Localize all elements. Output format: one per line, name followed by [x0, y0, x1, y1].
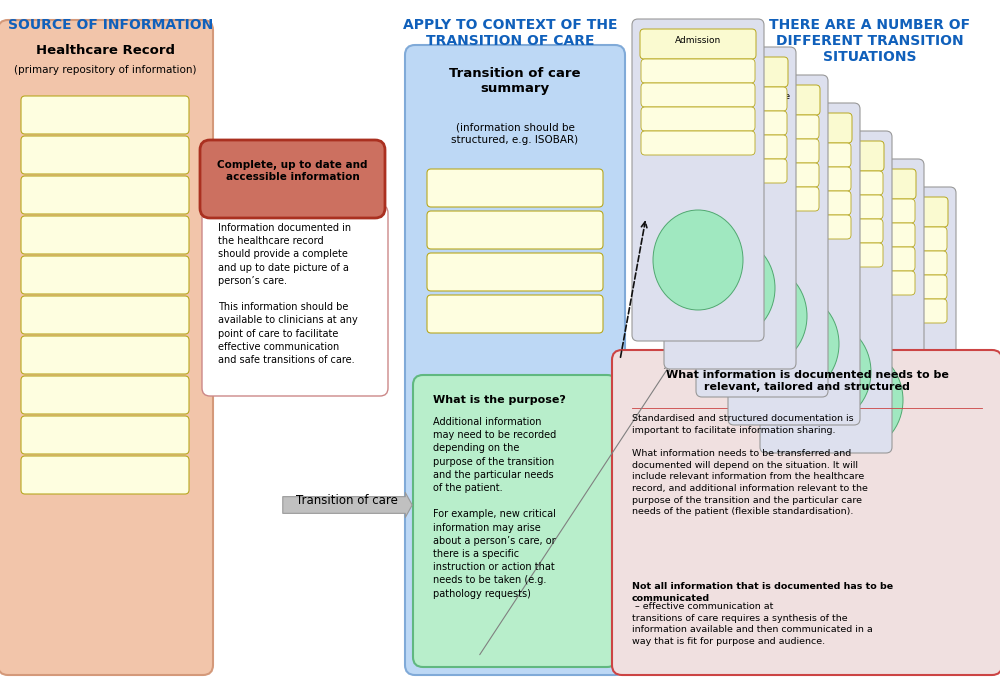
FancyBboxPatch shape: [641, 131, 755, 155]
FancyBboxPatch shape: [769, 219, 883, 243]
FancyBboxPatch shape: [737, 215, 851, 239]
Text: THERE ARE A NUMBER OF
DIFFERENT TRANSITION
SITUATIONS: THERE ARE A NUMBER OF DIFFERENT TRANSITI…: [769, 18, 971, 65]
FancyBboxPatch shape: [641, 107, 755, 131]
FancyBboxPatch shape: [832, 197, 948, 227]
Text: APPLY TO CONTEXT OF THE
TRANSITION OF CARE: APPLY TO CONTEXT OF THE TRANSITION OF CA…: [403, 18, 617, 48]
FancyBboxPatch shape: [21, 96, 189, 134]
FancyBboxPatch shape: [792, 159, 924, 481]
Text: – effective communication at
transitions of care requires a synthesis of the
inf: – effective communication at transitions…: [632, 602, 873, 646]
FancyBboxPatch shape: [704, 85, 820, 115]
FancyBboxPatch shape: [833, 251, 947, 275]
FancyBboxPatch shape: [824, 187, 956, 509]
Text: Not all information that is documented has to be
communicated: Not all information that is documented h…: [632, 582, 893, 602]
FancyBboxPatch shape: [21, 456, 189, 494]
Ellipse shape: [813, 350, 903, 450]
FancyBboxPatch shape: [202, 205, 388, 396]
Text: Complete, up to date and
accessible information: Complete, up to date and accessible info…: [217, 160, 368, 182]
Ellipse shape: [749, 294, 839, 394]
FancyBboxPatch shape: [705, 163, 819, 187]
FancyBboxPatch shape: [833, 275, 947, 299]
FancyBboxPatch shape: [673, 135, 787, 159]
FancyBboxPatch shape: [801, 271, 915, 295]
FancyBboxPatch shape: [833, 227, 947, 251]
Text: Requests: Requests: [773, 120, 815, 129]
Ellipse shape: [653, 210, 743, 310]
Text: Additional information
may need to be recorded
depending on the
purpose of the t: Additional information may need to be re…: [433, 417, 556, 598]
FancyBboxPatch shape: [21, 216, 189, 254]
FancyBboxPatch shape: [612, 350, 1000, 675]
FancyBboxPatch shape: [21, 256, 189, 294]
Text: Transition of care: Transition of care: [296, 494, 398, 507]
FancyBboxPatch shape: [413, 375, 617, 667]
Text: SOURCE OF INFORMATION: SOURCE OF INFORMATION: [8, 18, 213, 32]
Text: Healthcare Record: Healthcare Record: [36, 44, 175, 57]
FancyBboxPatch shape: [641, 59, 755, 83]
Text: What is the purpose?: What is the purpose?: [433, 395, 566, 405]
FancyBboxPatch shape: [405, 45, 625, 675]
FancyBboxPatch shape: [427, 169, 603, 207]
FancyBboxPatch shape: [737, 167, 851, 191]
FancyBboxPatch shape: [21, 336, 189, 374]
FancyBboxPatch shape: [769, 195, 883, 219]
Text: Standardised and structured documentation is
important to facilitate information: Standardised and structured documentatio…: [632, 414, 868, 540]
FancyBboxPatch shape: [737, 143, 851, 167]
FancyBboxPatch shape: [696, 75, 828, 397]
FancyBboxPatch shape: [705, 187, 819, 211]
FancyBboxPatch shape: [427, 253, 603, 291]
FancyBboxPatch shape: [427, 295, 603, 333]
Ellipse shape: [845, 378, 935, 478]
FancyBboxPatch shape: [736, 113, 852, 143]
Text: (primary repository of information): (primary repository of information): [14, 65, 197, 75]
FancyBboxPatch shape: [641, 83, 755, 107]
FancyBboxPatch shape: [673, 111, 787, 135]
FancyBboxPatch shape: [768, 141, 884, 171]
Text: Admission: Admission: [675, 36, 721, 45]
FancyBboxPatch shape: [21, 376, 189, 414]
Text: Transition of care
summary: Transition of care summary: [449, 67, 581, 95]
FancyBboxPatch shape: [672, 57, 788, 87]
Text: Transfer: Transfer: [712, 64, 748, 73]
FancyBboxPatch shape: [632, 19, 764, 341]
Ellipse shape: [781, 322, 871, 422]
FancyBboxPatch shape: [21, 176, 189, 214]
FancyBboxPatch shape: [769, 171, 883, 195]
FancyBboxPatch shape: [21, 296, 189, 334]
Text: What information is documented needs to be
relevant, tailored and structured: What information is documented needs to …: [666, 370, 948, 392]
FancyBboxPatch shape: [200, 140, 385, 218]
Text: Follow-up: Follow-up: [868, 204, 912, 213]
FancyBboxPatch shape: [801, 223, 915, 247]
FancyBboxPatch shape: [769, 243, 883, 267]
Ellipse shape: [685, 238, 775, 338]
Ellipse shape: [717, 266, 807, 366]
FancyBboxPatch shape: [760, 131, 892, 453]
FancyBboxPatch shape: [737, 191, 851, 215]
FancyBboxPatch shape: [427, 211, 603, 249]
FancyBboxPatch shape: [705, 139, 819, 163]
FancyBboxPatch shape: [673, 87, 787, 111]
Text: Referral: Referral: [808, 148, 844, 157]
FancyBboxPatch shape: [21, 136, 189, 174]
FancyBboxPatch shape: [705, 115, 819, 139]
FancyBboxPatch shape: [664, 47, 796, 369]
Text: Discharge: Discharge: [835, 176, 881, 185]
Text: Information documented in
the healthcare record
should provide a complete
and up: Information documented in the healthcare…: [218, 223, 358, 365]
FancyBboxPatch shape: [728, 103, 860, 425]
Text: Shift change: Shift change: [733, 92, 791, 101]
FancyBboxPatch shape: [673, 159, 787, 183]
FancyBboxPatch shape: [833, 299, 947, 323]
FancyBboxPatch shape: [800, 169, 916, 199]
FancyBboxPatch shape: [21, 416, 189, 454]
FancyBboxPatch shape: [640, 29, 756, 59]
FancyBboxPatch shape: [0, 20, 213, 675]
Text: (information should be
structured, e.g. ISOBAR): (information should be structured, e.g. …: [451, 123, 579, 145]
FancyBboxPatch shape: [801, 247, 915, 271]
FancyBboxPatch shape: [801, 199, 915, 223]
